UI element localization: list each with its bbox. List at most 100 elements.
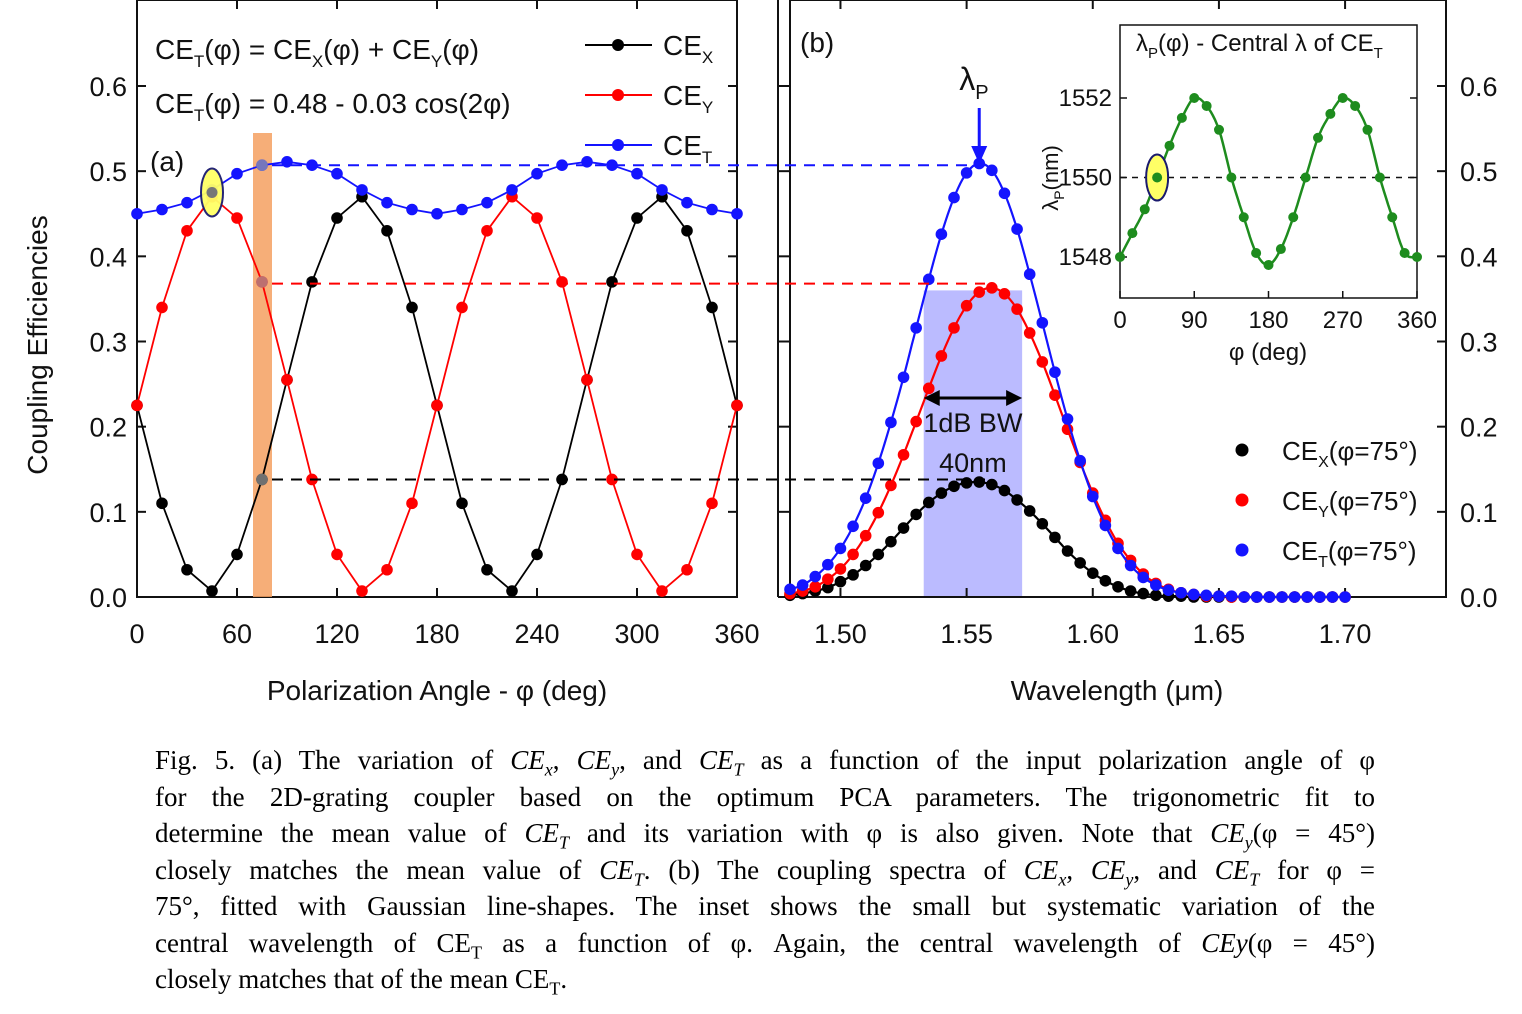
ce_y-spectrum-point	[948, 322, 960, 334]
ce_x-spectrum-point	[998, 484, 1011, 497]
caption-text: x	[544, 759, 553, 780]
legend-label: CET(φ=75°)	[1282, 536, 1417, 571]
ce_y-point	[181, 224, 193, 237]
ce_t-spectrum-point	[1301, 591, 1314, 603]
ce_t-point	[231, 167, 243, 180]
ce_t-spectrum-point	[897, 371, 910, 384]
inset-point	[1238, 212, 1249, 223]
peak-arrowhead	[971, 146, 988, 164]
ce_y-spectrum-point	[1036, 356, 1049, 368]
x-tick-label: 1.65	[1193, 619, 1246, 649]
ce_y-spectrum-point	[885, 479, 897, 492]
ce_t-spectrum-point	[1263, 591, 1276, 603]
equation-1: CET(φ) = CEX(φ) + CEY(φ)	[155, 34, 479, 71]
ce_x-spectrum-point	[897, 522, 910, 534]
ce_t-spectrum-point	[1150, 579, 1162, 591]
inset-point	[1115, 252, 1125, 262]
bandwidth-arrowhead-right	[1006, 390, 1023, 406]
x-tick-label: 60	[222, 619, 252, 649]
panel-inset: 1548 1550 1552 0 90 180 270 360 φ (deg) λP(nm) λP(…	[1038, 24, 1437, 366]
caption-text: y	[1125, 868, 1134, 889]
ce_x-spectrum-point	[1049, 531, 1061, 544]
inset-y-tick-label: 1550	[1059, 165, 1112, 192]
ce_t-point	[431, 207, 443, 220]
ce_x-spectrum-point	[986, 478, 998, 491]
y-tick-label-right: 0.3	[1460, 328, 1498, 358]
caption-text: .	[560, 964, 568, 994]
caption-text: CE	[1023, 854, 1059, 885]
ce_y-spectrum-point	[922, 382, 935, 395]
inset-point	[1350, 100, 1361, 111]
inset-point	[1275, 244, 1286, 255]
panel-a: 0.0 0.1 0.2 0.3 0.4 0.5 0.6 0 60 120 180 240 300 360 P…	[22, 0, 760, 706]
x-tick-label: 120	[314, 619, 359, 649]
y-tick-label: 0.5	[89, 157, 127, 187]
ce_t-spectrum-point	[1250, 591, 1263, 603]
y-tick-label-right: 0.1	[1460, 498, 1498, 528]
bandwidth-label: 1dB BW	[923, 408, 1023, 438]
caption-text: , and	[1133, 854, 1215, 885]
ce_y-spectrum-point	[809, 580, 822, 593]
inset-point	[1362, 124, 1373, 135]
ce_y-spectrum-point	[986, 282, 998, 294]
ce_x-point	[681, 224, 693, 237]
inset-point	[1214, 124, 1224, 135]
ce_x-point	[706, 301, 718, 314]
caption-text: , and	[619, 745, 699, 775]
ce_y-spectrum-point	[1011, 303, 1023, 315]
ce_x-point	[406, 301, 418, 314]
ce_x-point	[206, 585, 218, 597]
caption-line: for the 2D-grating coupler based on the …	[155, 779, 1375, 816]
ce_t-spectrum-point	[948, 191, 960, 204]
ce_t-spectrum-point	[1036, 316, 1049, 329]
ce_t-spectrum-point	[1112, 542, 1124, 555]
caption-text: as a function of the input polarization …	[743, 745, 1376, 775]
caption-text: T	[470, 941, 482, 962]
inset-point	[1201, 100, 1212, 111]
ce_x-spectrum-point	[859, 559, 872, 572]
inset-point	[1412, 252, 1422, 262]
inset-point	[1176, 112, 1187, 123]
ce_t-spectrum-point	[1099, 519, 1112, 532]
ce_y-point	[331, 548, 343, 561]
x-tick-label: 300	[614, 619, 659, 649]
ce_y-spectrum-point	[998, 288, 1011, 300]
y-tick-label: 0.6	[89, 72, 127, 102]
caption-text: ,	[552, 745, 577, 775]
ce_x-spectrum-point	[872, 548, 885, 561]
ce_y-point	[406, 497, 418, 510]
ce_t-spectrum-point	[1276, 591, 1288, 603]
ce_x-highlight-point	[256, 473, 268, 486]
inset-point	[1399, 248, 1410, 259]
ce_t-spectrum-point	[796, 579, 809, 591]
caption-text: y	[611, 759, 620, 780]
ce_t-spectrum-point	[859, 492, 872, 505]
inset-point	[1288, 212, 1299, 223]
ce_y-point	[531, 212, 543, 224]
ce_t-spectrum-point	[1049, 366, 1061, 378]
panel-b-frame	[789, 0, 1447, 598]
ce_y-point	[231, 212, 243, 224]
ce_t-spectrum-point	[998, 187, 1011, 200]
inset-title: λP(φ) - Central λ of CET	[1136, 30, 1383, 62]
caption-text: Fig. 5. (a) The variation of	[155, 745, 511, 775]
ce_t-spectrum-point	[847, 520, 859, 533]
ce_t-point	[331, 167, 343, 180]
x-tick-label: 1.70	[1319, 619, 1372, 649]
ce_t-spectrum-point	[885, 416, 897, 429]
ce_x-spectrum-point	[834, 575, 847, 588]
ce_t-point	[606, 159, 618, 172]
ce_x-spectrum-point	[1137, 587, 1150, 600]
caption-text: T	[633, 868, 644, 889]
caption-text: CE	[1090, 854, 1126, 885]
figure-caption: Fig. 5. (a) The variation of CEx, CEy, a…	[155, 742, 1375, 998]
ce_x-spectrum-point	[910, 508, 922, 521]
inset-point	[1337, 93, 1348, 103]
ce_t-point	[656, 184, 668, 196]
ce_t-spectrum-point	[1023, 268, 1036, 281]
ce_x-point	[481, 563, 493, 576]
ce_x-spectrum-point	[885, 535, 897, 548]
caption-text: determine the mean value of	[155, 818, 525, 848]
bandwidth-region	[923, 290, 1023, 597]
caption-text: T	[549, 978, 561, 999]
